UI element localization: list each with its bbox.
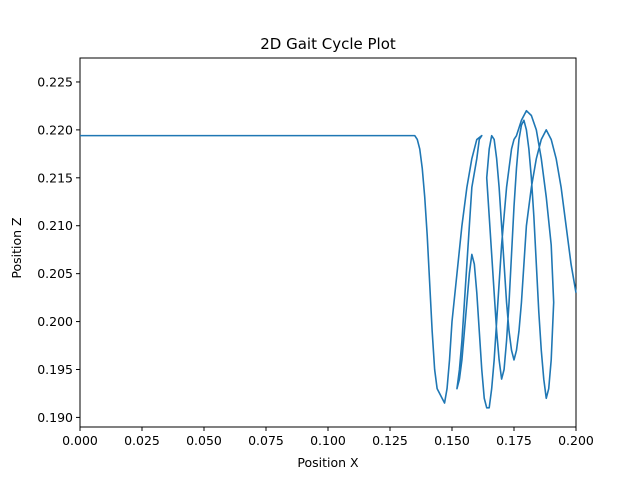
series-line-0 (80, 109, 577, 409)
y-tick-label: 0.190 (37, 410, 73, 425)
y-tick-label: 0.195 (37, 362, 73, 377)
x-axis-label: Position X (297, 455, 359, 470)
y-tick-label: 0.210 (37, 218, 73, 233)
y-tick-label: 0.220 (37, 122, 73, 137)
y-axis-label: Position Z (9, 217, 24, 278)
x-tick-label: 0.200 (558, 433, 594, 448)
x-tick-label: 0.175 (496, 433, 532, 448)
x-tick-label: 0.125 (372, 433, 408, 448)
x-tick-label: 0.050 (186, 433, 222, 448)
x-tick-label: 0.150 (434, 433, 470, 448)
x-tick-label: 0.100 (310, 433, 346, 448)
series-layer (80, 109, 577, 409)
y-tick-label: 0.215 (37, 170, 73, 185)
chart-title: 2D Gait Cycle Plot (260, 35, 396, 53)
x-tick-label: 0.075 (248, 433, 284, 448)
y-tick-label: 0.205 (37, 266, 73, 281)
y-tick-label: 0.200 (37, 314, 73, 329)
y-axis-ticks: 0.190 0.195 0.200 0.205 0.210 0.215 0.220 0.225 (37, 74, 80, 425)
y-tick-label: 0.225 (37, 74, 73, 89)
x-axis-ticks: 0.000 0.025 0.050 0.075 0.100 0.125 0.150 0.175… (62, 427, 594, 448)
x-tick-label: 0.000 (62, 433, 98, 448)
x-tick-label: 0.025 (124, 433, 160, 448)
